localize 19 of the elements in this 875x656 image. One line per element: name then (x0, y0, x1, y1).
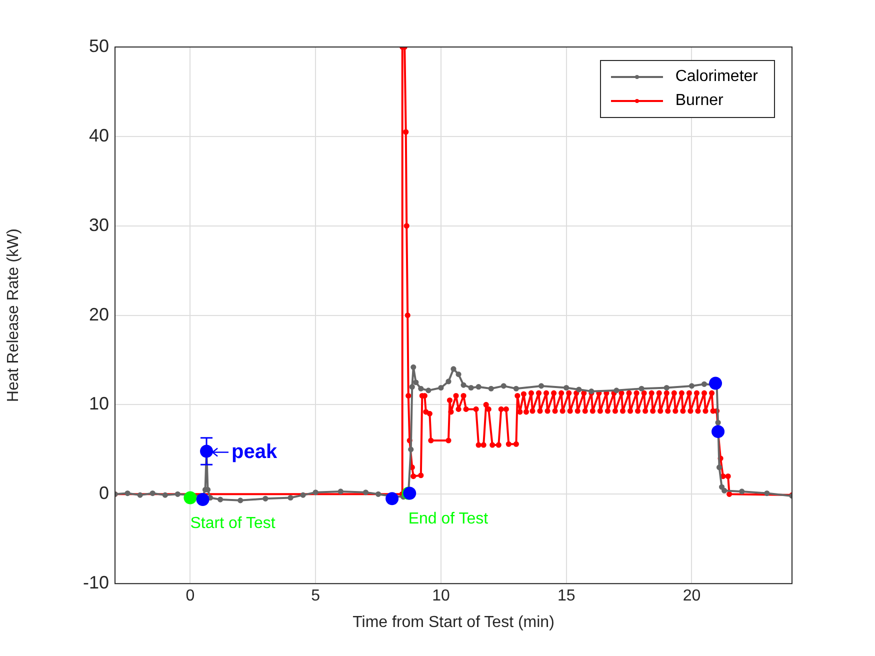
x-axis-title: Time from Start of Test (min) (352, 614, 554, 631)
y-axis-title: Heat Release Rate (kW) (5, 228, 22, 402)
legend-label: Calorimeter (675, 68, 758, 86)
y-tick-label: 0 (98, 483, 109, 504)
x-tick-label: 15 (557, 588, 576, 605)
y-tick-label: 20 (88, 304, 109, 324)
annotation: Start of Test (190, 515, 276, 532)
annotation: End of Test (408, 510, 489, 528)
x-tick-label: 20 (682, 588, 701, 605)
y-tick-label: 10 (88, 394, 109, 414)
y-tick-label: 50 (88, 36, 109, 56)
annotation: peak (232, 440, 278, 463)
y-tick-label: 30 (88, 214, 109, 235)
x-tick-label: 10 (432, 588, 450, 605)
legend-label: Burner (675, 92, 724, 110)
y-tick-label: -10 (82, 572, 109, 593)
x-tick-label: 0 (186, 588, 195, 605)
y-tick-label: 40 (88, 125, 109, 146)
x-tick-label: 5 (311, 588, 320, 605)
